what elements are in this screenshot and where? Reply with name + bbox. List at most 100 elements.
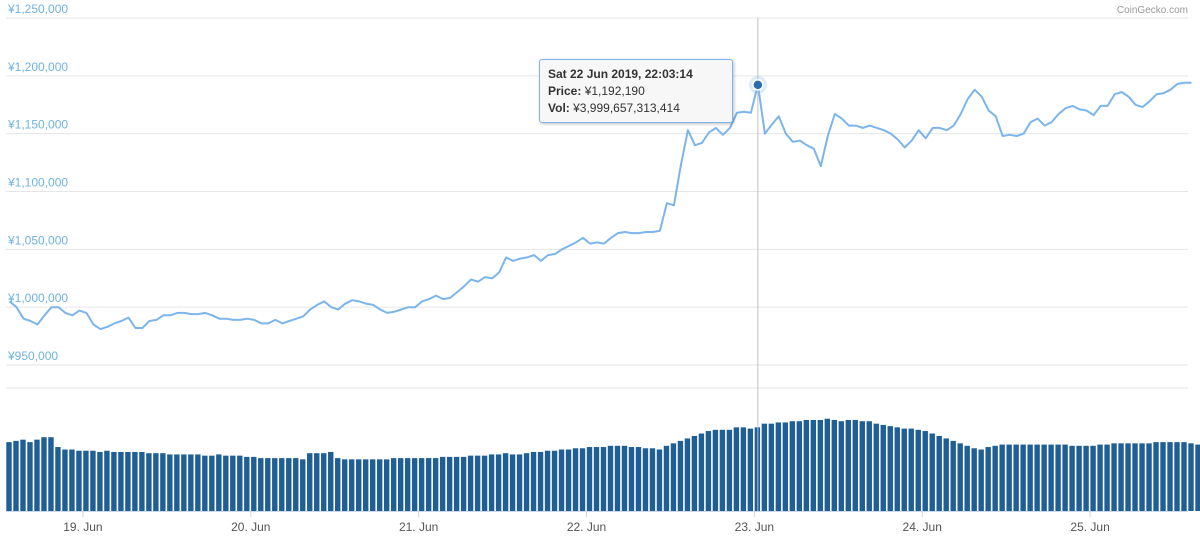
volume-bar [628, 447, 635, 511]
volume-bar [230, 455, 236, 511]
volume-bar [404, 458, 411, 511]
volume-bar [1118, 443, 1124, 511]
volume-bar [810, 419, 817, 511]
volume-bar [971, 448, 977, 511]
volume-bar [922, 431, 928, 511]
highlight-point [752, 79, 764, 91]
volume-bar [481, 455, 488, 511]
volume-bar [537, 451, 544, 511]
volume-bar [125, 451, 131, 511]
tooltip: Sat 22 Jun 2019, 22:03:14 Price: ¥1,192,… [539, 59, 733, 123]
volume-bar [244, 456, 250, 511]
volume-bar [551, 450, 558, 511]
tooltip-price-label: Price: [548, 84, 582, 98]
tooltip-price-row: Price: ¥1,192,190 [548, 83, 724, 100]
volume-bar [174, 454, 180, 511]
volume-bar [677, 440, 684, 511]
volume-bar [684, 438, 691, 511]
volume-bar [698, 433, 705, 511]
y-tick-label: ¥1,000,000 [7, 291, 68, 305]
volume-bar [356, 459, 362, 511]
volume-bar [747, 428, 754, 511]
volume-bar [831, 419, 837, 511]
volume-bar [383, 459, 390, 511]
volume-bar [1181, 442, 1187, 511]
x-tick-label: 21. Jun [399, 520, 438, 534]
volume-bar [1048, 444, 1054, 511]
volume-bar [936, 435, 942, 511]
volume-bar [726, 429, 733, 511]
volume-bar [579, 448, 586, 511]
tooltip-vol-row: Vol: ¥3,999,657,313,414 [548, 100, 724, 117]
volume-bar [397, 458, 404, 511]
price-line [8, 81, 1192, 331]
volume-bar [509, 454, 516, 511]
volume-bar [572, 448, 579, 511]
volume-bar [363, 459, 369, 511]
tooltip-date: Sat 22 Jun 2019, 22:03:14 [548, 67, 693, 81]
volume-bar [1104, 444, 1110, 511]
volume-bar [1020, 444, 1026, 511]
volume-bar [985, 447, 991, 511]
volume-bar [523, 453, 530, 511]
y-tick-label: ¥1,100,000 [7, 176, 68, 190]
volume-bar [90, 450, 96, 511]
volume-bar [950, 440, 956, 511]
volume-bar [195, 454, 201, 511]
volume-bar [460, 456, 467, 511]
volume-bar [656, 449, 663, 511]
volume-bar [1132, 443, 1138, 511]
volume-bar [34, 439, 40, 511]
volume-bar [349, 459, 355, 511]
volume-bar [1188, 443, 1194, 511]
volume-bar [705, 431, 712, 511]
volume-bar [20, 439, 26, 511]
volume-bar [181, 454, 187, 511]
volume-bar [237, 455, 243, 511]
volume-bar [670, 443, 677, 511]
volume-bar [272, 458, 278, 511]
volume-bar [1139, 443, 1145, 511]
volume-bar [1097, 444, 1103, 511]
volume-bar [621, 445, 628, 511]
volume-bar [642, 448, 649, 511]
y-tick-label: ¥1,250,000 [7, 2, 68, 16]
volume-bar [502, 453, 509, 511]
volume-bar [768, 423, 775, 511]
volume-bar [467, 455, 474, 511]
volume-bar [132, 451, 138, 511]
volume-bar [614, 445, 621, 511]
volume-bar [1027, 444, 1033, 511]
credit-label[interactable]: CoinGecko.com [1117, 5, 1188, 16]
volume-bar [887, 426, 893, 511]
volume-bar [495, 454, 502, 511]
y-tick-label: ¥950,000 [7, 349, 58, 363]
volume-bar [418, 458, 425, 511]
volume-bar [635, 447, 642, 511]
volume-bar [740, 427, 747, 511]
volume-bar [733, 427, 740, 511]
volume-bar [558, 449, 565, 511]
volume-bar [1034, 444, 1040, 511]
volume-bar [1069, 445, 1075, 511]
tooltip-price-value: ¥1,192,190 [584, 84, 645, 98]
volume-bar [321, 453, 327, 511]
volume-bar [838, 421, 844, 511]
volume-bar [146, 453, 152, 511]
volume-bar [719, 429, 726, 511]
volume-bar [516, 454, 523, 511]
x-tick-label: 19. Jun [63, 520, 102, 534]
volume-bar [586, 447, 593, 511]
volume-bar [691, 435, 698, 511]
volume-bar [328, 451, 334, 511]
volume-bar [712, 429, 719, 511]
volume-bar [223, 455, 229, 511]
volume-bar [859, 421, 865, 511]
volume-bar [649, 448, 656, 511]
volume-bar [69, 449, 75, 511]
volume-bar [314, 453, 320, 511]
volume-bar [964, 445, 970, 511]
volume-bar [279, 458, 285, 511]
